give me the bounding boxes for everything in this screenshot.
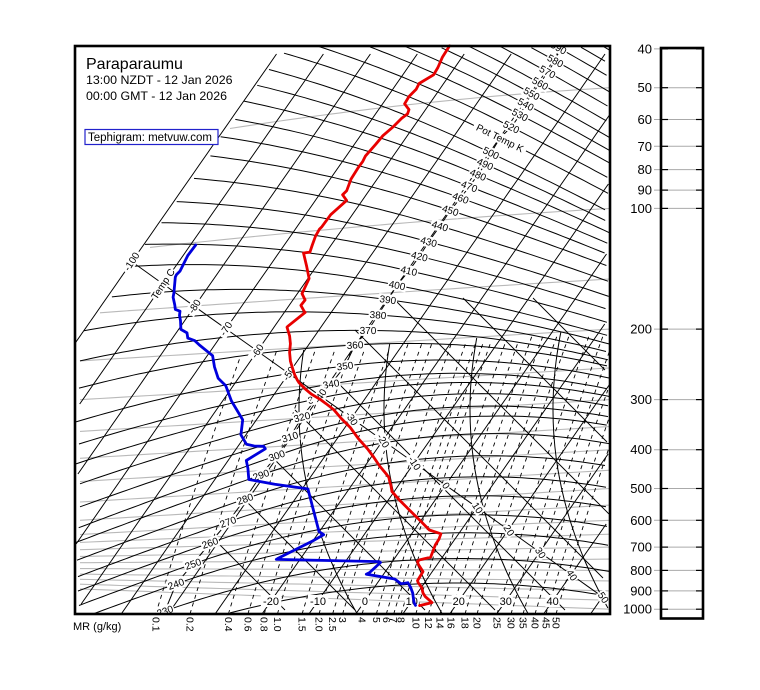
svg-text:10: 10 <box>409 617 421 629</box>
svg-text:00:00 GMT - 12 Jan 2026: 00:00 GMT - 12 Jan 2026 <box>86 89 227 103</box>
svg-text:0.2: 0.2 <box>184 617 196 632</box>
svg-text:14: 14 <box>434 617 446 629</box>
svg-text:270: 270 <box>219 515 239 531</box>
svg-text:360: 360 <box>346 340 364 352</box>
svg-text:0: 0 <box>362 596 368 608</box>
svg-text:1.0: 1.0 <box>271 617 283 632</box>
svg-text:Tephigram: metvuw.com: Tephigram: metvuw.com <box>88 132 212 144</box>
svg-text:230: 230 <box>156 604 176 620</box>
svg-text:600: 600 <box>630 513 652 528</box>
svg-text:410: 410 <box>399 265 418 279</box>
svg-text:45: 45 <box>540 617 552 629</box>
svg-text:90: 90 <box>638 183 652 198</box>
svg-text:430: 430 <box>419 235 438 250</box>
svg-text:0.8: 0.8 <box>258 617 270 632</box>
svg-text:7: 7 <box>387 617 399 623</box>
svg-text:380: 380 <box>369 310 387 322</box>
svg-text:350: 350 <box>336 360 354 373</box>
svg-text:16: 16 <box>445 617 457 629</box>
svg-text:-10: -10 <box>310 596 326 608</box>
svg-text:40: 40 <box>546 596 558 608</box>
svg-text:6: 6 <box>380 617 392 623</box>
svg-text:50: 50 <box>550 617 562 629</box>
svg-text:0: 0 <box>439 481 451 492</box>
svg-text:40: 40 <box>529 617 541 629</box>
svg-text:420: 420 <box>410 250 429 265</box>
svg-text:2.0: 2.0 <box>313 617 325 632</box>
svg-text:800: 800 <box>630 563 652 578</box>
svg-text:400: 400 <box>388 279 407 293</box>
svg-text:80: 80 <box>638 162 652 177</box>
svg-text:50: 50 <box>638 80 652 95</box>
svg-text:400: 400 <box>630 442 652 457</box>
svg-text:590: 590 <box>548 40 568 58</box>
svg-text:280: 280 <box>236 492 256 508</box>
svg-text:1000: 1000 <box>623 602 652 617</box>
svg-text:200: 200 <box>630 322 652 337</box>
svg-text:260: 260 <box>201 536 221 552</box>
svg-text:8: 8 <box>395 617 407 623</box>
svg-text:35: 35 <box>517 617 529 629</box>
svg-text:-20: -20 <box>263 596 279 608</box>
svg-text:240: 240 <box>167 577 187 593</box>
svg-text:Paraparaumu: Paraparaumu <box>86 56 183 73</box>
svg-text:60: 60 <box>638 112 652 127</box>
svg-text:390: 390 <box>379 294 397 307</box>
svg-text:700: 700 <box>630 540 652 555</box>
svg-text:25: 25 <box>491 617 503 629</box>
svg-text:250: 250 <box>184 557 204 573</box>
svg-text:12: 12 <box>422 617 434 629</box>
svg-text:50: 50 <box>595 590 611 606</box>
svg-text:70: 70 <box>638 139 652 154</box>
svg-text:100: 100 <box>630 201 652 216</box>
svg-text:320: 320 <box>293 410 312 425</box>
svg-text:4: 4 <box>356 617 368 623</box>
svg-text:450: 450 <box>440 204 460 220</box>
svg-text:0.1: 0.1 <box>149 617 161 632</box>
svg-text:370: 370 <box>360 326 377 337</box>
svg-text:3: 3 <box>336 617 348 623</box>
svg-text:460: 460 <box>451 191 471 207</box>
svg-text:30: 30 <box>500 596 512 608</box>
svg-text:13:00 NZDT - 12 Jan 2026: 13:00 NZDT - 12 Jan 2026 <box>86 73 233 87</box>
svg-text:5: 5 <box>370 617 382 623</box>
svg-text:340: 340 <box>322 378 341 392</box>
svg-text:18: 18 <box>459 617 471 629</box>
svg-text:0.6: 0.6 <box>241 617 253 632</box>
svg-text:0.4: 0.4 <box>222 617 234 632</box>
svg-text:40: 40 <box>638 41 652 56</box>
svg-text:900: 900 <box>630 583 652 598</box>
svg-text:20: 20 <box>471 617 483 629</box>
svg-text:MR (g/kg): MR (g/kg) <box>73 621 121 633</box>
svg-text:30: 30 <box>505 617 517 629</box>
svg-text:440: 440 <box>430 219 450 234</box>
svg-text:310: 310 <box>281 430 301 446</box>
svg-text:20: 20 <box>453 596 465 608</box>
svg-text:500: 500 <box>630 481 652 496</box>
svg-text:2.5: 2.5 <box>326 617 338 632</box>
svg-text:300: 300 <box>630 392 652 407</box>
svg-text:1.5: 1.5 <box>296 617 308 632</box>
svg-text:300: 300 <box>267 448 287 464</box>
